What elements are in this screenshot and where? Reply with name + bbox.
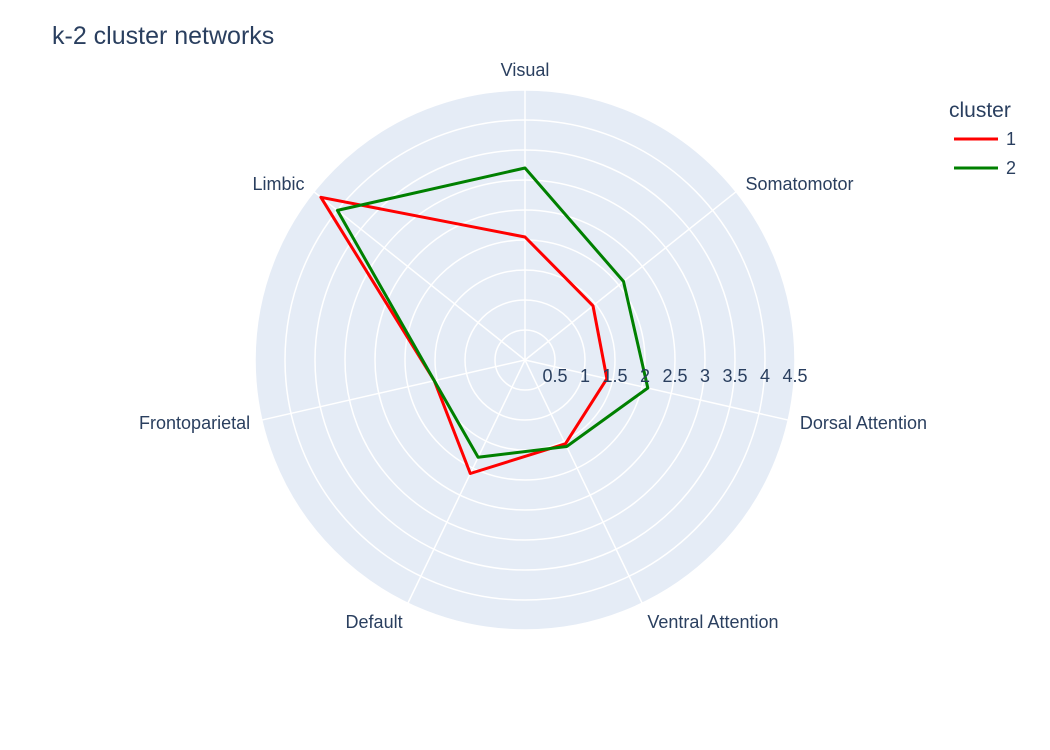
legend-item-1[interactable]: 1 bbox=[954, 129, 1016, 149]
category-label: Visual bbox=[501, 60, 550, 80]
radial-tick-label: 1.5 bbox=[602, 366, 627, 386]
radial-tick-label: 4 bbox=[760, 366, 770, 386]
legend-item-2[interactable]: 2 bbox=[954, 158, 1016, 178]
spoke-5 bbox=[261, 359, 526, 421]
legend-title: cluster bbox=[949, 99, 1011, 122]
radial-tick-label: 4.5 bbox=[782, 366, 807, 386]
angular-axis-labels: Visual Somatomotor Dorsal Attention Ventral… bbox=[139, 60, 927, 632]
spoke-4 bbox=[407, 359, 526, 604]
category-label: Ventral Attention bbox=[647, 612, 778, 632]
spoke-6 bbox=[313, 191, 526, 361]
category-label: Frontoparietal bbox=[139, 413, 250, 433]
series-line-1 bbox=[319, 195, 609, 475]
category-label: Dorsal Attention bbox=[800, 413, 927, 433]
radial-tick-label: 1 bbox=[580, 366, 590, 386]
series-line-2 bbox=[335, 166, 650, 459]
category-label: Default bbox=[346, 612, 403, 632]
radial-tick-labels: 0.5 1 1.5 2 2.5 3 3.5 4 4.5 bbox=[542, 366, 807, 386]
chart-title: k-2 cluster networks bbox=[52, 22, 274, 50]
radial-tick-label: 3 bbox=[700, 366, 710, 386]
category-label: Somatomotor bbox=[746, 174, 854, 194]
legend-label: 1 bbox=[1006, 129, 1016, 149]
radial-tick-label: 0.5 bbox=[542, 366, 567, 386]
radial-tick-label: 3.5 bbox=[722, 366, 747, 386]
polar-grid bbox=[254, 89, 796, 631]
radial-tick-label: 2 bbox=[640, 366, 650, 386]
spoke-2 bbox=[524, 359, 789, 421]
spoke-3 bbox=[524, 359, 643, 604]
legend-label: 2 bbox=[1006, 158, 1016, 178]
category-label: Limbic bbox=[252, 174, 304, 194]
legend: cluster 1 2 bbox=[949, 99, 1016, 178]
spoke-1 bbox=[524, 191, 737, 361]
radial-tick-label: 2.5 bbox=[662, 366, 687, 386]
series-layer bbox=[319, 166, 650, 475]
